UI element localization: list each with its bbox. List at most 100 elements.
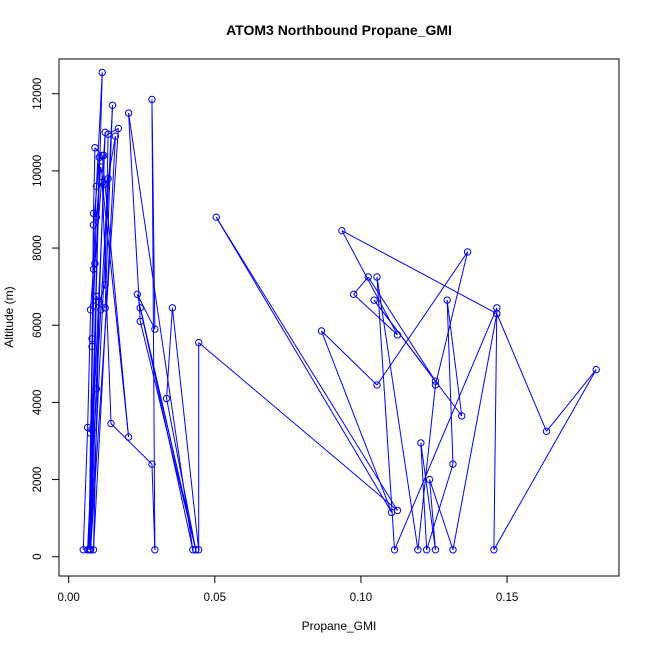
data-point [98,68,106,77]
data-point [88,335,96,343]
y-tick-label: 2000 [32,467,44,493]
data-point [373,381,381,389]
data-point [107,419,115,428]
series-line-segment [376,276,396,550]
data-point [490,546,498,554]
series-line-segment [95,166,102,218]
data-point [151,325,159,333]
series-line-segment [90,213,94,550]
series-line-segment [420,442,428,550]
data-point [443,296,451,304]
series-line-segment [215,216,398,511]
data-point [449,460,457,468]
series-line-segment [426,463,454,550]
data-point [136,304,144,312]
series-points [79,68,600,554]
series-line-segment [367,276,436,382]
data-point [97,306,105,314]
data-point [89,546,98,554]
series-line-segment [546,369,597,432]
x-axis-label: Propane_GMI [302,619,377,633]
series-line-segment [171,307,200,550]
data-point [414,546,422,554]
series-line-segment [128,112,141,322]
series-line-segment [215,216,393,513]
series-line-segment [136,294,156,330]
series-line-segment [417,384,436,550]
data-point [449,546,457,554]
y-tick-label: 10000 [32,155,44,187]
series-line-segment [429,479,454,550]
data-point [89,302,98,310]
y-axis: 0 2000 4000 6000 8000 10000 12000 [32,78,60,560]
data-point [387,508,396,517]
data-point [98,178,106,187]
y-tick-label: 8000 [32,235,44,261]
data-point [192,546,200,554]
data-point [431,377,440,385]
data-point [431,381,440,389]
data-point [86,429,95,437]
data-point [101,304,109,312]
series-line-segment [420,442,436,550]
data-point [189,546,197,554]
data-point [148,95,156,104]
data-point [104,130,112,138]
data-point [373,273,381,281]
y-axis-label: Altitude (m) [2,286,16,347]
data-point [493,309,501,318]
data-point [83,546,92,554]
data-point [124,433,133,441]
x-tick-label: 0.10 [350,592,372,604]
data-point [95,298,104,306]
series-line-segment [198,342,398,511]
series-line-segment [493,369,597,551]
series-line-segment [110,423,153,465]
series-line-segment [341,230,498,315]
data-point [114,124,123,133]
series-line-segment [87,309,92,428]
data-point [83,423,92,432]
data-point [108,101,117,109]
y-tick-label: 12000 [32,78,44,110]
series-line-segment [373,299,436,382]
data-point [195,546,203,554]
y-tick-label: 4000 [32,390,44,416]
y-tick-label: 6000 [32,312,44,338]
series-line-segment [320,330,393,513]
data-point [148,460,156,468]
data-point [493,304,501,312]
data-point [98,151,106,160]
series-line-segment [82,427,89,550]
data-point [92,292,101,300]
data-point [422,546,431,554]
data-point [86,546,95,554]
data-point [393,331,402,339]
series-line-segment [96,295,106,309]
data-point [162,394,171,403]
series-line-segment [434,251,469,386]
series-line-segment [446,300,463,416]
data-point [89,209,98,218]
series-line-segment [107,128,119,135]
data-point [338,226,346,235]
series-line-segment [90,105,113,550]
data-point [88,425,96,434]
series-line-segment [452,313,498,550]
series-line-segment [353,293,398,336]
series-line-segment [90,128,119,550]
data-point [91,144,99,152]
series-line-segment [139,307,197,550]
data-point [212,213,220,221]
series-line-segment [429,479,436,550]
series-line-segment [394,307,498,550]
series-line-segment [496,313,547,432]
series-line-segment [101,182,130,438]
series-line-segment [92,147,96,214]
series-line-segment [139,321,197,550]
series-line-segment [166,398,197,550]
y-tick-label: 0 [32,554,44,560]
x-axis: 0.00 0.05 0.10 0.15 [57,575,518,604]
